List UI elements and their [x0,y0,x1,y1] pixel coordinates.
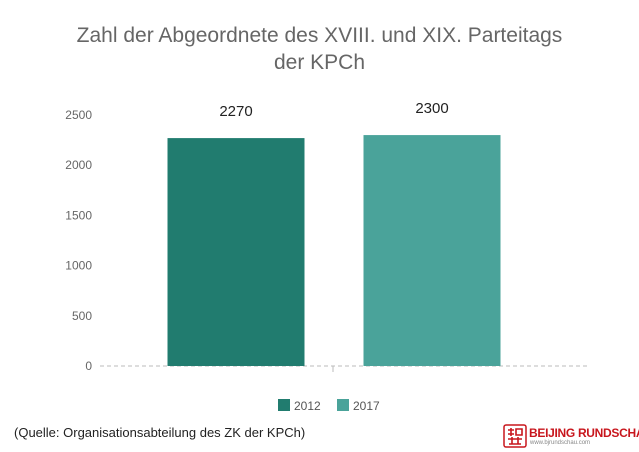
legend-label-2012: 2012 [294,399,321,413]
chart-title: Zahl der Abgeordnete des XVIII. und XIX.… [0,22,639,76]
source-note: (Quelle: Organisationsabteilung des ZK d… [14,425,306,440]
y-tick-label: 2500 [65,108,92,122]
seal-icon [503,424,527,448]
y-tick-label: 2000 [65,158,92,172]
chart-title-line-2: der KPCh [273,51,366,74]
legend-swatch-2012 [278,399,290,411]
legend-swatch-2017 [337,399,349,411]
bar-2012 [167,138,305,366]
logo-name: BEIJING RUNDSCHAU [529,426,639,440]
bar-2017 [363,135,501,366]
y-tick-label: 500 [72,309,92,323]
chart-title-line-1: Zahl der Abgeordnete des XVIII. und XIX.… [76,24,563,47]
publisher-logo: BEIJING RUNDSCHAU www.bjrundschau.com [503,424,639,450]
data-label-2017: 2300 [415,100,448,117]
legend-label-2017: 2017 [353,399,380,413]
y-tick-label: 1000 [65,259,92,273]
y-tick-label: 0 [85,359,92,373]
data-label-2012: 2270 [219,103,252,120]
y-tick-label: 1500 [65,208,92,222]
logo-url: www.bjrundschau.com [530,440,591,446]
